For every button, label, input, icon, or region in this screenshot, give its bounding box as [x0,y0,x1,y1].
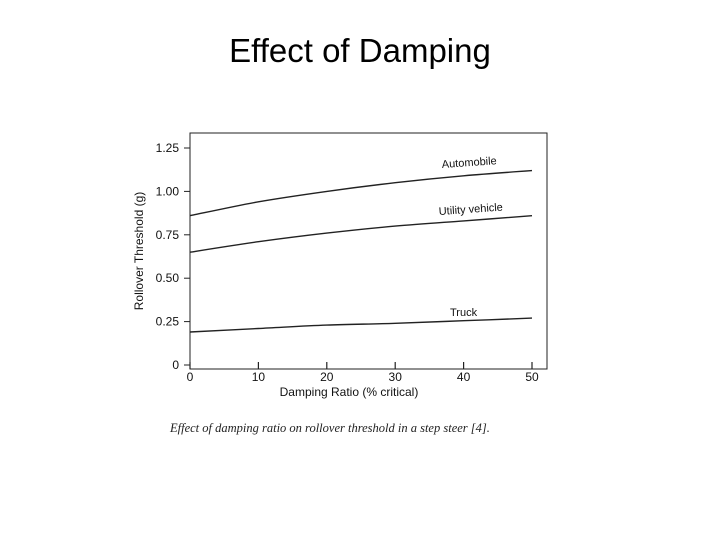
y-tick-label: 1.00 [156,184,180,198]
series-label-automobile: Automobile [441,155,497,171]
y-tick-label: 0.50 [156,271,180,285]
series-label-truck: Truck [450,307,478,319]
x-tick-label: 20 [320,370,334,384]
plot-frame [189,132,548,370]
y-tick-label: 0.75 [156,228,180,242]
series-label-utility-vehicle: Utility vehicle [438,202,503,218]
slide-title: Effect of Damping [229,32,491,69]
x-tick-label: 0 [187,370,194,384]
series-line-truck [189,317,533,333]
x-tick-label: 40 [457,370,471,384]
x-tick-label: 10 [252,370,266,384]
x-tick-label: 30 [389,370,403,384]
y-tick-label: 0.25 [156,315,180,329]
y-tick-label: 0 [172,358,179,372]
figure-caption: Effect of damping ratio on rollover thre… [170,421,490,435]
y-tick-label: 1.25 [156,141,180,155]
y-axis-label: Rollover Threshold (g) [132,192,146,311]
series-line-utility-vehicle [189,215,533,253]
series-line-automobile [189,169,533,217]
x-axis-label: Damping Ratio (% critical) [280,385,419,399]
x-tick-label: 50 [525,370,539,384]
